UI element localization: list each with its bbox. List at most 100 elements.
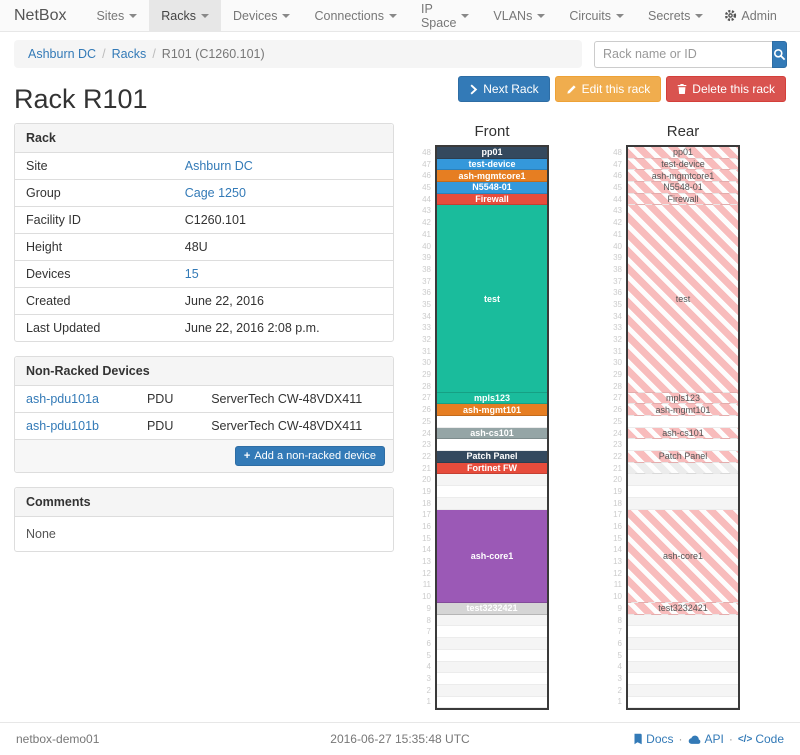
nonracked-table-body: ash-pdu101a PDU ServerTech CW-48VDX411 ash-… [15, 386, 393, 439]
unit-number: 37 [613, 276, 622, 286]
breadcrumb-separator: / [152, 47, 156, 61]
rack-device-n5548-01[interactable]: N5548-01 [437, 182, 547, 194]
footer-link-docs[interactable]: Docs [632, 732, 674, 746]
rack-device-firewall[interactable]: Firewall [628, 193, 738, 206]
unit-number: 3 [426, 673, 431, 683]
unit-number: 31 [613, 346, 622, 356]
unit-number: 20 [613, 475, 622, 485]
rack-empty-unit [628, 661, 738, 674]
rack-device-ash-cs101[interactable]: ash-cs101 [437, 427, 547, 440]
rack-device-test[interactable]: test [437, 205, 547, 393]
rack-device-fortinet-fw[interactable]: Fortinet FW [437, 462, 547, 475]
edit-rack-label: Edit this rack [581, 82, 651, 96]
field-value: Ashburn DC [174, 153, 393, 180]
nav-item-label: Admin [741, 8, 777, 23]
device-name-cell: ash-pdu101a [15, 386, 136, 413]
unit-number: 1 [617, 697, 622, 707]
cloud-icon [688, 735, 700, 744]
table-row: Devices 15 [15, 260, 393, 288]
rack-device-test[interactable]: test [628, 205, 738, 393]
rack-device-ash-mgmt101[interactable]: ash-mgmt101 [628, 404, 738, 416]
rack-device-patch-panel[interactable]: Patch Panel [437, 451, 547, 463]
search-button[interactable] [772, 40, 787, 68]
rack-empty-unit [628, 649, 738, 662]
unit-number: 23 [422, 440, 431, 450]
unit-number: 4 [617, 662, 622, 672]
rack-device-test-device[interactable]: test-device [628, 158, 738, 171]
edit-rack-button[interactable]: Edit this rack [554, 76, 662, 102]
value-link-devices[interactable]: 15 [184, 267, 199, 281]
chevron-down-icon [282, 13, 291, 18]
rack-device-ash-core1[interactable]: ash-core1 [628, 509, 738, 604]
nav-item-ip-space[interactable]: IP Space [409, 0, 481, 31]
nav-item-racks[interactable]: Racks [149, 0, 221, 31]
unit-number: 24 [613, 428, 622, 438]
device-link-ash-pdu101a[interactable]: ash-pdu101a [26, 392, 99, 406]
unit-number: 25 [422, 416, 431, 426]
nav-item-devices[interactable]: Devices [221, 0, 302, 31]
unit-number: 21 [613, 463, 622, 473]
nav-profile-link[interactable]: Profile [790, 9, 800, 23]
rack-device-patch-panel[interactable]: Patch Panel [628, 451, 738, 463]
unit-number: 42 [422, 218, 431, 228]
unit-number: 6 [426, 638, 431, 648]
nav-admin-link[interactable]: Admin [715, 9, 785, 23]
app-brand[interactable]: NetBox [14, 6, 67, 24]
device-link-ash-pdu101b[interactable]: ash-pdu101b [26, 419, 99, 433]
non-racked-panel-title: Non-Racked Devices [15, 357, 393, 386]
unit-number: 35 [613, 299, 622, 309]
breadcrumb-current: R101 (C1260.101) [161, 47, 265, 61]
rack-device-pp01[interactable]: pp01 [628, 147, 738, 159]
rack-device-pp01[interactable]: pp01 [437, 147, 547, 159]
unit-number: 39 [613, 253, 622, 263]
unit-number: 37 [422, 276, 431, 286]
non-racked-panel: Non-Racked Devices ash-pdu101a PDU ServerT… [14, 356, 394, 473]
add-non-racked-device-button[interactable]: + Add a non-racked device [234, 446, 385, 466]
rack-device-firewall[interactable]: Firewall [437, 193, 547, 206]
rack-device-test3232421[interactable]: test3232421 [628, 603, 738, 615]
rack-device-mpls123[interactable]: mpls123 [628, 392, 738, 405]
rack-device-mpls123[interactable]: mpls123 [437, 392, 547, 405]
unit-number: 9 [426, 603, 431, 613]
nav-item-secrets[interactable]: Secrets [636, 0, 715, 31]
footer-link-label: Docs [646, 732, 674, 746]
rear-unit-numbers: 48 47 46 45 44 43 42 41 40 39 38 37 36 35 34 33 32 31 30 29… [609, 145, 626, 710]
field-label: Site [26, 159, 48, 173]
nav-item-vlans[interactable]: VLANs [481, 0, 557, 31]
unit-number: 20 [422, 475, 431, 485]
breadcrumb-link-racks[interactable]: Racks [111, 47, 147, 61]
nav-item-sites[interactable]: Sites [84, 0, 149, 31]
unit-number: 46 [613, 171, 622, 181]
rack-device-ash-mgmtcore1[interactable]: ash-mgmtcore1 [437, 170, 547, 183]
rack-device-test-device[interactable]: test-device [437, 158, 547, 171]
rack-empty-unit [437, 614, 547, 627]
value-link-site[interactable]: Ashburn DC [184, 159, 253, 173]
rack-device-test3232421[interactable]: test3232421 [437, 603, 547, 615]
footer-link-api[interactable]: API [688, 732, 724, 746]
breadcrumb-link-site[interactable]: Ashburn DC [28, 47, 97, 61]
nav-item-label: IP Space [420, 1, 457, 30]
delete-rack-button[interactable]: Delete this rack [666, 76, 786, 102]
rack-device-ash-mgmtcore1[interactable]: ash-mgmtcore1 [628, 170, 738, 183]
rack-empty-unit [628, 439, 738, 452]
search-input[interactable] [594, 40, 772, 68]
nav-item-circuits[interactable]: Circuits [557, 0, 636, 31]
device-model-cell: ServerTech CW-48VDX411 [200, 412, 393, 439]
rack-device-ash-mgmt101[interactable]: ash-mgmt101 [437, 404, 547, 416]
nav-menu: Sites Racks Devices Connections IP Space VLAN… [84, 0, 715, 31]
unit-number: 28 [613, 381, 622, 391]
title-row: Rack R101 Next Rack Edit this rack Delet… [0, 68, 800, 117]
rack-device-n5548-01[interactable]: N5548-01 [628, 182, 738, 194]
next-rack-button[interactable]: Next Rack [458, 76, 550, 102]
unit-number: 6 [617, 638, 622, 648]
unit-number: 35 [422, 299, 431, 309]
rack-device-ash-core1[interactable]: ash-core1 [437, 509, 547, 604]
value-link-group[interactable]: Cage 1250 [184, 186, 246, 200]
page-title: Rack R101 [14, 84, 148, 114]
footer-link-code[interactable]: </> Code [738, 732, 784, 746]
unit-number: 42 [613, 218, 622, 228]
rack-device-ash-cs101[interactable]: ash-cs101 [628, 427, 738, 440]
unit-number: 10 [613, 592, 622, 602]
gear-icon [725, 9, 737, 22]
nav-item-connections[interactable]: Connections [302, 0, 409, 31]
